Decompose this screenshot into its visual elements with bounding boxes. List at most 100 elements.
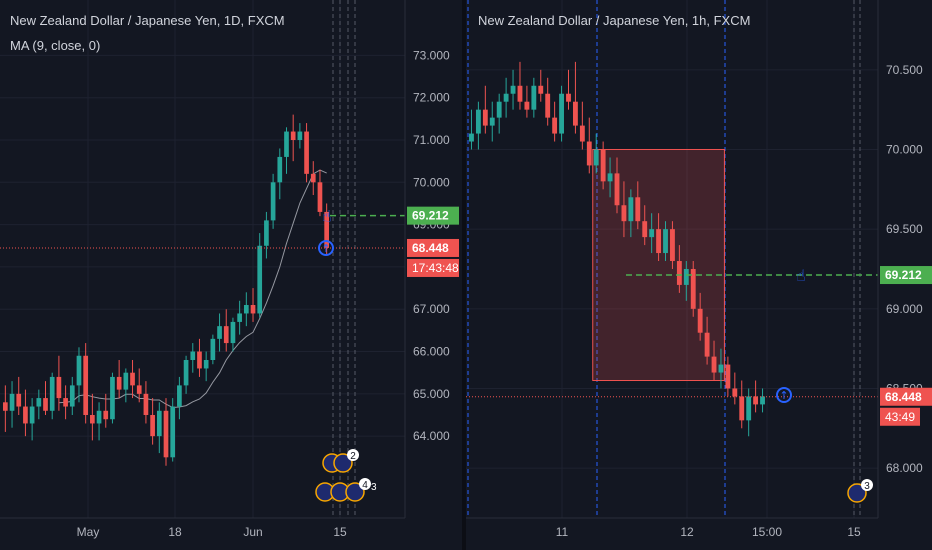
- candle-body: [593, 149, 599, 166]
- price-tick-label: 69.000: [886, 302, 923, 316]
- price-tick-label: 73.000: [413, 48, 450, 62]
- candle-body: [697, 308, 703, 333]
- range-rectangle: [592, 148, 725, 382]
- candle-body: [711, 356, 717, 373]
- time-tick-label: 15: [333, 525, 347, 539]
- candle-body: [732, 388, 738, 397]
- time-tick-label: Jun: [243, 525, 262, 539]
- current-price-label: 68.448: [885, 390, 922, 404]
- alert-price-badge: [407, 206, 459, 225]
- price-tick-label: 70.000: [413, 175, 450, 189]
- candle-body: [517, 85, 523, 102]
- time-tick-label: 12: [680, 525, 694, 539]
- candle-body: [531, 85, 537, 110]
- indicator-label[interactable]: MA (9, close, 0): [10, 38, 101, 53]
- candle-body: [656, 229, 662, 254]
- candle-body: [642, 221, 648, 238]
- candle-body: [649, 229, 655, 238]
- candle-body: [3, 402, 8, 411]
- time-tick-label: 11: [556, 525, 569, 539]
- daily-chart-canvas[interactable]: 73.00072.00071.00070.00069.00068.00067.0…: [0, 0, 462, 550]
- candle-body: [177, 385, 182, 407]
- candle-body: [96, 410, 102, 424]
- event-count-label: 3: [864, 481, 870, 492]
- candle-body: [545, 93, 551, 118]
- candle-body: [683, 268, 689, 285]
- candle-body: [103, 410, 109, 420]
- candle-body: [217, 326, 222, 339]
- candle-body: [704, 332, 710, 357]
- price-tick-label: 70.500: [886, 63, 923, 77]
- candle-body: [317, 182, 323, 212]
- economic-event-icon: [333, 453, 353, 473]
- event-count-badge: [861, 479, 873, 491]
- pane-divider[interactable]: [462, 0, 466, 550]
- hourly-chart-pane[interactable]: 70.50070.00069.50069.00068.50068.0001112…: [466, 0, 932, 550]
- candle-body: [9, 393, 15, 411]
- current-price-label: 68.448: [412, 241, 449, 255]
- alert-price-badge: [880, 266, 932, 285]
- candle-body: [753, 396, 759, 405]
- candle-body: [552, 117, 558, 134]
- candle-body: [36, 398, 42, 407]
- candle-body: [76, 355, 82, 386]
- price-tick-label: 66.000: [413, 345, 450, 359]
- candle-body: [264, 220, 269, 246]
- candle-body: [110, 376, 115, 420]
- alert-hand-icon: ☝: [796, 266, 806, 285]
- hourly-chart-canvas[interactable]: 70.50070.00069.50069.00068.50068.0001112…: [466, 0, 932, 550]
- event-count-label: 3: [371, 482, 377, 493]
- candle-body: [635, 197, 641, 222]
- candle-body: [210, 338, 216, 360]
- candle-body: [163, 410, 169, 458]
- candle-body: [469, 133, 474, 142]
- candle-body: [49, 376, 55, 411]
- daily-chart-pane[interactable]: 73.00072.00071.00070.00069.00068.00067.0…: [0, 0, 462, 550]
- candle-body: [63, 398, 68, 407]
- candle-body: [83, 355, 89, 415]
- candle-body: [566, 93, 571, 102]
- candle-body: [586, 141, 592, 166]
- candle-body: [739, 396, 745, 421]
- candle-body: [284, 131, 289, 157]
- candle-body: [482, 109, 488, 126]
- candle-body: [150, 415, 155, 437]
- candle-body: [725, 364, 731, 389]
- event-arrow-glyph: ↑: [779, 389, 788, 402]
- candle-body: [170, 406, 176, 458]
- candle-body: [670, 229, 675, 262]
- candle-body: [156, 410, 162, 437]
- candle-body: [489, 117, 495, 126]
- candle-body: [572, 101, 578, 126]
- candle-body: [760, 396, 765, 405]
- event-arrow-icon: [776, 387, 792, 403]
- candle-body: [23, 406, 28, 424]
- current-price-badge: [880, 387, 932, 406]
- candle-body: [676, 261, 682, 285]
- time-tick-label: May: [77, 525, 100, 539]
- time-tick-label: 18: [168, 525, 182, 539]
- candle-body: [183, 360, 189, 386]
- price-tick-label: 71.000: [413, 133, 450, 147]
- candle-body: [56, 376, 62, 399]
- economic-event-icon: [345, 482, 365, 502]
- moving-average-line: [58, 169, 327, 409]
- economic-event-icon: [847, 483, 867, 503]
- alert-hand-icon: ☝: [322, 207, 332, 226]
- candle-body: [607, 173, 613, 182]
- candle-body: [270, 182, 276, 221]
- candle-body: [614, 173, 620, 206]
- price-tick-label: 68.000: [886, 461, 923, 475]
- price-tick-label: 70.000: [886, 142, 923, 156]
- time-tick-label: 15:00: [752, 525, 782, 539]
- candle-body: [310, 173, 316, 183]
- alert-price-label: 69.212: [412, 209, 449, 223]
- candle-body: [16, 393, 22, 407]
- candle-body: [579, 125, 585, 142]
- candle-body: [503, 93, 509, 102]
- event-count-label: 4: [362, 480, 368, 491]
- candle-body: [250, 305, 256, 314]
- countdown-label: 43:49: [885, 410, 915, 424]
- countdown-badge: [880, 407, 920, 426]
- candle-body: [197, 351, 202, 369]
